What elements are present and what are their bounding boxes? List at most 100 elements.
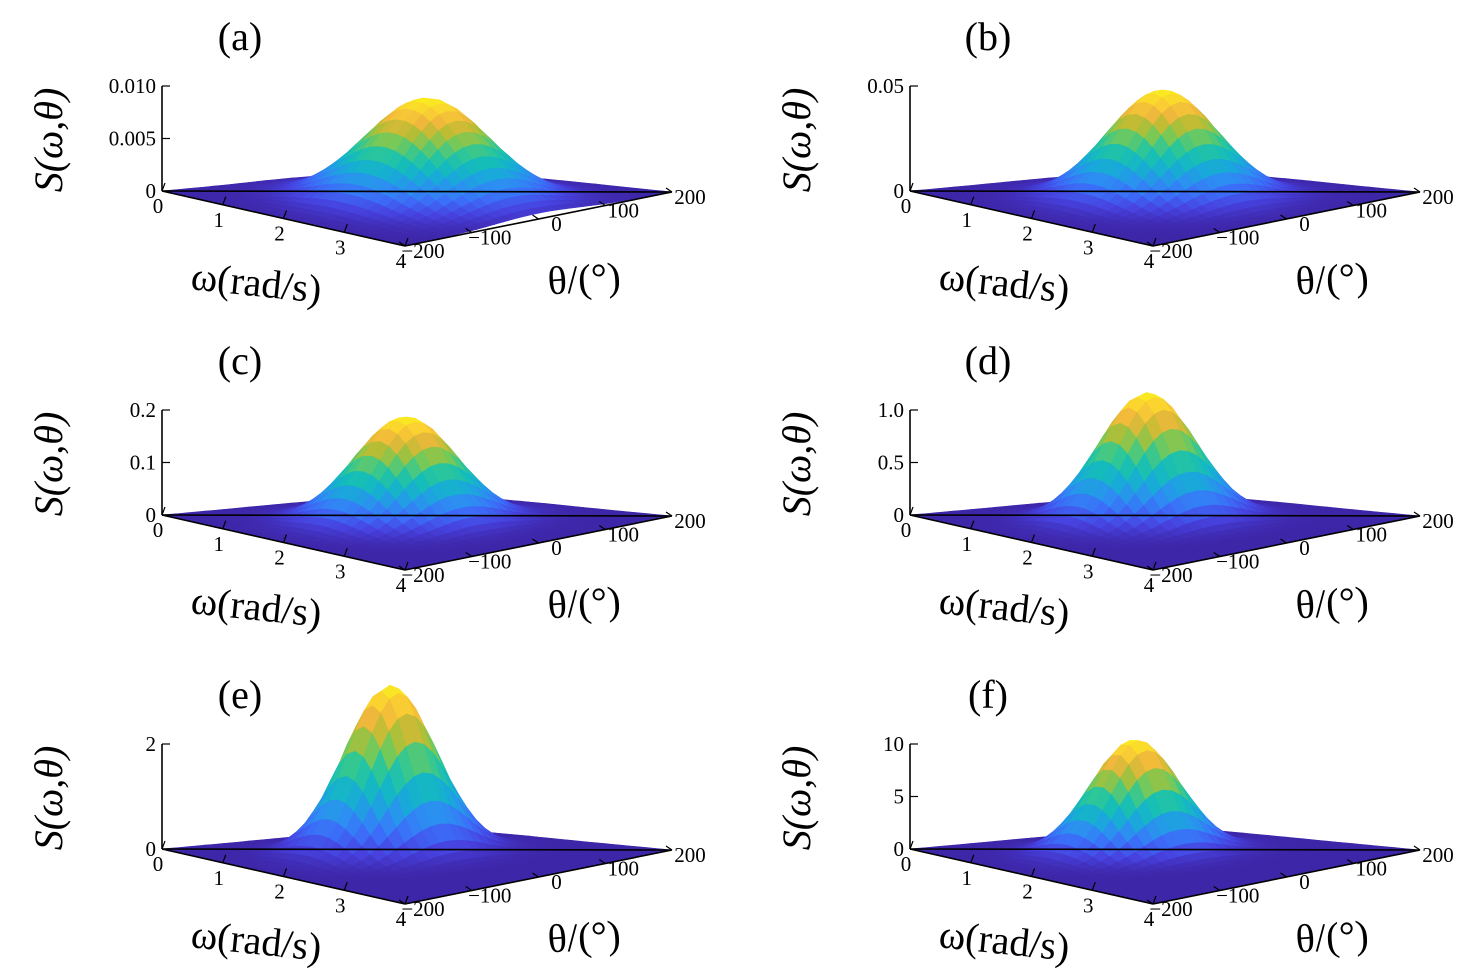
theta-tick-label: 100 [608, 857, 640, 881]
theta-tick-label: 100 [1356, 523, 1388, 547]
theta-axis-title: θ/(°) [546, 578, 622, 628]
theta-tick-label: 100 [608, 523, 640, 547]
surface-c [161, 416, 673, 571]
theta-tick-label: 200 [674, 509, 706, 533]
back-floor-line [909, 190, 1419, 193]
z-tick-label: 1.0 [878, 398, 904, 422]
theta-tick-label: −200 [401, 897, 444, 921]
back-floor-line [161, 514, 671, 517]
back-floor-line [161, 848, 671, 851]
theta-tick-label: 200 [674, 185, 706, 209]
theta-tick-mark [532, 214, 539, 220]
surface-e [161, 684, 673, 905]
z-axis-title: S(ω,θ) [26, 746, 71, 851]
z-tick-label: 0.5 [878, 451, 904, 475]
omega-tick-label: 1 [962, 532, 973, 556]
panel-label: (a) [218, 14, 262, 59]
omega-tick-mark [404, 237, 409, 247]
omega-tick-label: 0 [153, 518, 164, 542]
omega-tick-label: 3 [335, 235, 346, 259]
z-axis-title: S(ω,θ) [26, 88, 71, 193]
z-tick-label: 0.2 [130, 398, 156, 422]
z-tick-label: 0.1 [130, 451, 156, 475]
z-tick-label: 0 [146, 179, 157, 203]
theta-axis-title: θ/(°) [1294, 578, 1370, 628]
panel-label: (e) [218, 672, 262, 717]
theta-tick-label: 0 [551, 870, 562, 894]
theta-tick-mark [598, 201, 606, 206]
omega-tick-mark [343, 224, 348, 233]
omega-tick-label: 2 [274, 222, 285, 246]
theta-tick-label: 0 [551, 212, 562, 236]
theta-tick-label: 100 [608, 199, 640, 223]
panel-a: 0 0.005 0.010 0 1 2 3 4−200 −100 0 100 200 (a) S(ω,θ)… [26, 14, 706, 312]
theta-tick-label: 200 [674, 843, 706, 867]
omega-tick-label: 3 [335, 893, 346, 917]
theta-axis-title: θ/(°) [1294, 254, 1370, 304]
omega-tick-label: 2 [1022, 546, 1033, 570]
theta-tick-label: 100 [1356, 199, 1388, 223]
theta-tick-label: −200 [1149, 563, 1192, 587]
surface-b [909, 89, 1421, 247]
theta-axis-title: θ/(°) [546, 912, 622, 962]
omega-axis-title: ω(rad/s) [937, 577, 1072, 635]
theta-tick-mark [665, 187, 673, 193]
theta-tick-label: 200 [1422, 509, 1454, 533]
omega-tick-label: 3 [1083, 235, 1094, 259]
back-floor-line [909, 514, 1419, 517]
z-axis-title: S(ω,θ) [26, 412, 71, 517]
panel-label: (b) [965, 14, 1012, 59]
theta-tick-label: −100 [1216, 226, 1259, 250]
omega-tick-label: 0 [153, 852, 164, 876]
omega-tick-label: 3 [335, 559, 346, 583]
omega-tick-label: 1 [962, 208, 973, 232]
surface-d [909, 392, 1421, 571]
omega-tick-label: 2 [1022, 222, 1033, 246]
surface-a [161, 97, 673, 247]
omega-tick-label: 0 [901, 518, 912, 542]
omega-tick-mark [282, 210, 288, 219]
theta-tick-label: −100 [468, 226, 511, 250]
panel-c: 00.10.201234−200−1000100200(c)S(ω,θ)ω(ra… [26, 338, 706, 636]
panel-f: 051001234−200−1000100200(f)S(ω,θ)ω(rad/s… [774, 672, 1454, 970]
theta-tick-mark [465, 228, 473, 233]
omega-tick-label: 0 [153, 194, 164, 218]
omega-axis-title: ω(rad/s) [189, 253, 324, 311]
theta-tick-label: −200 [401, 239, 444, 263]
omega-tick-label: 3 [1083, 559, 1094, 583]
z-axis-title: S(ω,θ) [774, 88, 819, 193]
theta-tick-label: −100 [468, 550, 511, 574]
omega-tick-label: 2 [274, 880, 285, 904]
theta-tick-label: 200 [1422, 185, 1454, 209]
omega-axis-title: ω(rad/s) [937, 253, 1072, 311]
omega-axis-title: ω(rad/s) [189, 577, 324, 635]
z-tick-label: 0.05 [867, 74, 904, 98]
z-tick-label: 2 [146, 732, 157, 756]
omega-tick-mark [161, 182, 166, 192]
omega-tick-label: 2 [274, 546, 285, 570]
theta-axis-title: θ/(°) [546, 254, 622, 304]
theta-tick-mark [398, 241, 406, 247]
panel-label: (c) [218, 338, 262, 383]
omega-tick-label: 1 [214, 866, 225, 890]
omega-tick-label: 1 [214, 532, 225, 556]
omega-tick-label: 1 [214, 208, 225, 232]
omega-tick-label: 0 [901, 194, 912, 218]
theta-tick-label: −100 [1216, 550, 1259, 574]
surface-f [909, 740, 1421, 905]
theta-tick-label: 0 [1299, 212, 1310, 236]
back-floor-line [161, 190, 671, 193]
omega-tick-label: 4 [396, 249, 407, 273]
z-tick-label: 0.010 [109, 74, 156, 98]
theta-tick-label: −200 [1149, 239, 1192, 263]
z-tick-label: 0.005 [109, 127, 156, 151]
panel-b: 00.0501234−200−1000100200(b)S(ω,θ)ω(rad/… [774, 14, 1454, 312]
theta-tick-label: −200 [401, 563, 444, 587]
theta-tick-label: 0 [551, 536, 562, 560]
panel-label: (d) [965, 338, 1012, 383]
theta-tick-label: 0 [1299, 536, 1310, 560]
z-axis-title: S(ω,θ) [774, 412, 819, 517]
theta-tick-label: −100 [468, 884, 511, 908]
